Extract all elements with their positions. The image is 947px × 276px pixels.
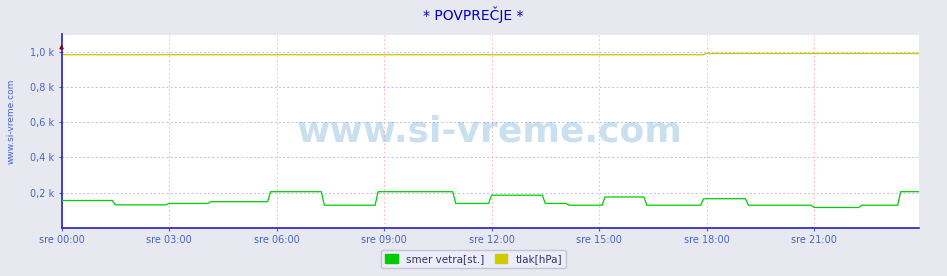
Text: * POVPREČJE *: * POVPREČJE * [423,7,524,23]
Legend: smer vetra[st.], tlak[hPa]: smer vetra[st.], tlak[hPa] [381,250,566,268]
Text: www.si-vreme.com: www.si-vreme.com [297,114,683,148]
Text: www.si-vreme.com: www.si-vreme.com [7,79,16,164]
